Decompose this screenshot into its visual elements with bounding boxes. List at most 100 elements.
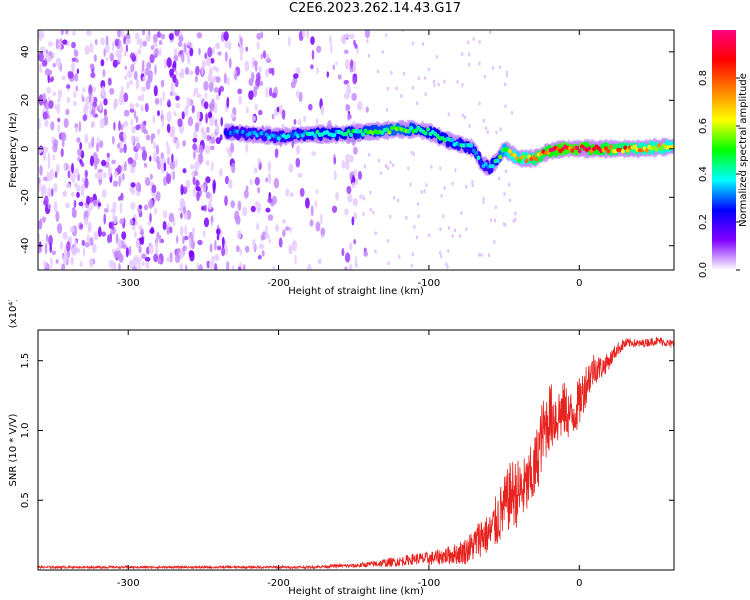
spectrogram-cell: [430, 164, 433, 169]
spectrogram-cell: [231, 162, 236, 174]
spectrogram-cell: [482, 200, 485, 205]
spectrogram-cell: [389, 214, 392, 219]
colorbar-ticks: 0.0 0.2 0.4 0.6 0.8: [698, 70, 740, 278]
spectrogram-cell: [91, 93, 94, 103]
spectrogram-cell: [146, 61, 152, 70]
spectrogram-cell: [123, 143, 127, 154]
spectrogram-cell: [331, 205, 338, 213]
spectrogram-cell: [197, 239, 203, 246]
y-tick-label: -40: [20, 238, 31, 254]
spectrogram-cell: [130, 182, 136, 188]
spectrogram-cell: [215, 76, 221, 83]
spectrogram-cell: [79, 224, 84, 229]
spectrogram-cell: [81, 239, 86, 246]
spectrogram-cell: [172, 91, 178, 97]
spectrogram-cell: [203, 101, 209, 110]
spectrogram-cell: [160, 33, 166, 40]
spectrogram-cell: [257, 254, 262, 260]
colorbar-label: Normalized spectral amplitude: [738, 73, 749, 227]
spectrogram-cell: [113, 250, 119, 258]
spectrogram-cell: [117, 238, 122, 250]
spectrogram-cell: [295, 90, 300, 98]
spectrogram-cell: [82, 247, 86, 257]
spectrogram-ridge-core: [313, 133, 317, 138]
spectrogram-cell: [56, 163, 60, 174]
spectrogram-cell: [254, 176, 260, 186]
spectrogram-cell: [154, 207, 158, 216]
spectrogram-cell: [253, 85, 259, 91]
spectrogram-cell: [54, 104, 57, 110]
spectrogram-cell: [182, 140, 187, 147]
spectrogram-cell: [48, 100, 54, 109]
spectrogram-cell: [137, 256, 142, 265]
spectrogram-cell: [173, 55, 179, 62]
spectrogram-ridge-core: [644, 148, 649, 153]
spectrogram-cell: [400, 94, 403, 98]
spectrogram-cell: [239, 262, 243, 268]
spectrogram-cell: [190, 240, 195, 250]
spectrogram-cell: [66, 241, 71, 252]
spectrogram-cell: [174, 30, 180, 37]
spectrogram-cell: [181, 198, 185, 208]
spectrogram-cell: [224, 39, 229, 48]
spectrogram-cell: [445, 262, 448, 267]
spectrogram-cell: [123, 120, 129, 127]
spectrogram-cell: [219, 85, 225, 92]
spectrogram-cell: [162, 90, 165, 102]
spectrogram-cell: [149, 173, 153, 180]
spectrogram-cell: [363, 251, 369, 257]
spectrogram-cell: [395, 86, 398, 91]
spectrogram-cell: [439, 166, 442, 171]
spectrogram-ridge-core: [606, 149, 611, 154]
spectrogram-cell: [184, 67, 190, 75]
spectrogram-frame: [37, 29, 675, 271]
spectrogram-cell: [147, 72, 153, 83]
spectrogram-cell: [303, 115, 307, 123]
spectrogram-cell: [153, 141, 157, 150]
spectrogram-cell: [230, 142, 235, 153]
spectrogram-cell: [172, 170, 175, 181]
spectrogram-cell: [320, 105, 325, 116]
y-tick-label: 1.0: [20, 423, 31, 439]
spectrogram-cell: [162, 220, 167, 231]
spectrogram-ridge-core: [387, 130, 392, 135]
spectrogram-cell: [156, 31, 161, 38]
spectrogram-cell: [347, 193, 353, 203]
spectrogram-ridge-core: [534, 157, 539, 162]
spectrogram-cell: [161, 117, 164, 128]
spectrogram-cell: [358, 194, 364, 199]
spectrogram-cell: [224, 195, 228, 206]
spectrogram-cell: [97, 202, 102, 207]
spectrogram-cell: [182, 245, 187, 252]
spectrogram-cell: [46, 87, 52, 94]
spectrogram-cell: [402, 71, 406, 76]
spectrogram-cell: [206, 260, 210, 269]
spectrogram-cell: [351, 216, 355, 226]
spectrogram-ridge-core: [414, 128, 418, 133]
spectrogram-cell: [189, 250, 195, 262]
spectrogram-cell: [237, 229, 242, 240]
spectrogram-cell: [135, 124, 141, 131]
spectrogram-ridge-core: [625, 148, 630, 153]
spectrogram-cell: [93, 54, 97, 62]
spectrogram-cell: [90, 72, 96, 79]
spectrogram-cell: [62, 231, 68, 240]
spectrogram-cell: [59, 241, 64, 250]
spectrogram-cell: [333, 170, 337, 181]
spectrogram-cell: [163, 210, 168, 219]
spectrogram-cell: [179, 225, 184, 237]
spectrogram-cell: [508, 198, 512, 203]
spectrogram-cell: [228, 57, 232, 69]
snr-x-label: Height of straight line (km): [288, 586, 424, 597]
spectrogram-cell: [45, 233, 49, 242]
spectrogram-cell: [198, 144, 204, 155]
spectrogram-cell: [357, 170, 363, 180]
spectrogram-cell: [265, 207, 271, 213]
spectrogram-cell: [61, 140, 65, 148]
spectrogram-ridge-core: [620, 149, 625, 154]
spectrogram-cell: [43, 260, 47, 268]
spectrogram-cell: [512, 219, 515, 223]
spectrogram-cell: [133, 110, 137, 119]
spectrogram-cell: [90, 205, 94, 210]
spectrogram-cell: [335, 61, 338, 66]
